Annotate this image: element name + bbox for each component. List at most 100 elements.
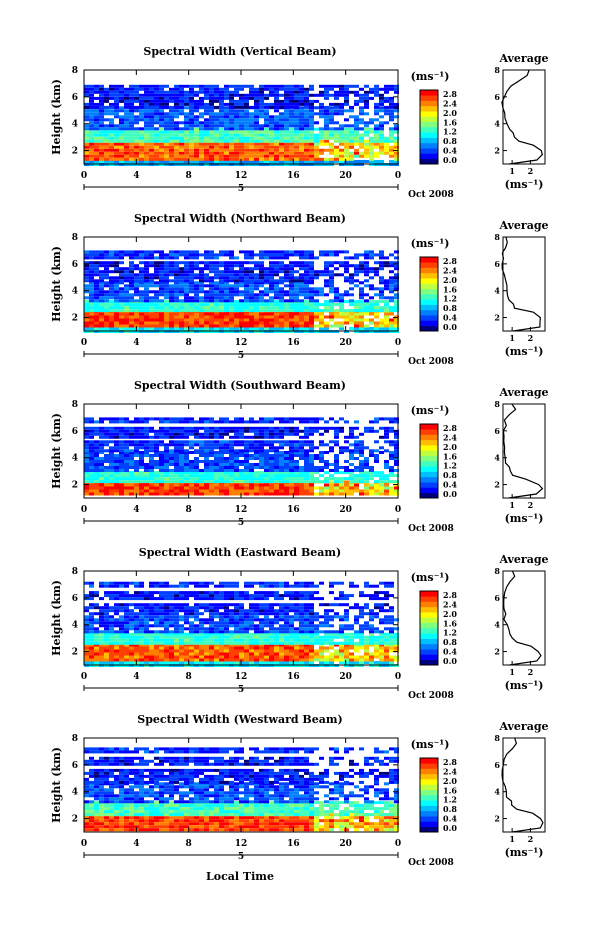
- heatmap-cell: [234, 469, 239, 472]
- heatmap-cell: [369, 477, 374, 481]
- heatmap-cell: [129, 435, 134, 439]
- heatmap-cell: [229, 267, 234, 271]
- heatmap-cell: [294, 446, 299, 450]
- heatmap-cell: [149, 284, 154, 288]
- heatmap-cell: [289, 306, 294, 310]
- heatmap-cell: [299, 469, 304, 472]
- heatmap-cell: [119, 136, 124, 140]
- heatmap-cell: [299, 102, 304, 106]
- heatmap-cell: [289, 109, 294, 113]
- heatmap-cell: [219, 471, 224, 475]
- heatmap-cell: [219, 121, 224, 125]
- heatmap-cell: [234, 451, 239, 454]
- heatmap-cell: [134, 477, 139, 481]
- heatmap-cell: [309, 477, 314, 481]
- colorbar-swatch: [420, 309, 438, 316]
- heatmap-cell: [114, 90, 119, 94]
- heatmap-cell: [394, 446, 399, 450]
- heatmap-cell: [89, 466, 94, 469]
- heatmap-cell: [154, 121, 159, 125]
- heatmap-cell: [349, 84, 354, 88]
- heatmap-cell: [119, 279, 124, 283]
- heatmap-cell: [259, 256, 264, 260]
- heatmap-cell: [134, 435, 139, 439]
- heatmap-cell: [99, 87, 104, 91]
- heatmap-cell: [234, 290, 239, 294]
- heatmap-cell: [254, 154, 259, 158]
- heatmap-cell: [334, 492, 339, 496]
- heatmap-cell: [109, 661, 114, 664]
- heatmap-cell: [234, 130, 239, 134]
- heatmap-cell: [264, 115, 269, 119]
- heatmap-cell: [389, 270, 394, 274]
- heatmap-cell: [279, 460, 284, 463]
- heatmap-cell: [354, 451, 359, 454]
- heatmap-cell: [154, 139, 159, 143]
- heatmap-cell: [234, 466, 239, 469]
- heatmap-cell: [294, 290, 299, 294]
- heatmap-cell: [264, 318, 269, 322]
- heatmap-cell: [119, 443, 124, 447]
- heatmap-cell: [159, 290, 164, 294]
- heatmap-cell: [159, 93, 164, 97]
- heatmap-cell: [234, 471, 239, 475]
- heatmap-cell: [349, 151, 354, 155]
- heatmap-cell: [184, 267, 189, 271]
- heatmap-cell: [134, 440, 139, 444]
- heatmap-cell: [249, 457, 254, 460]
- heatmap-cell: [164, 154, 169, 158]
- heatmap-cell: [164, 267, 169, 271]
- heatmap-cell: [224, 115, 229, 119]
- heatmap-cell: [274, 469, 279, 472]
- heatmap-cell: [129, 454, 134, 457]
- heatmap-cell: [369, 145, 374, 149]
- heatmap-cell: [104, 154, 109, 158]
- heatmap-cell: [264, 148, 269, 152]
- heatmap-cell: [89, 474, 94, 478]
- heatmap-cell: [244, 477, 249, 481]
- heatmap-cell: [309, 151, 314, 155]
- heatmap-cell: [394, 256, 399, 260]
- heatmap-cell: [194, 157, 199, 161]
- heatmap-cell: [334, 287, 339, 291]
- heatmap-cell: [99, 139, 104, 143]
- heatmap-cell: [334, 460, 339, 463]
- heatmap-cell: [139, 454, 144, 457]
- heatmap-cell: [259, 290, 264, 294]
- heatmap-cell: [99, 124, 104, 128]
- heatmap-cell: [84, 102, 89, 106]
- heatmap-cell: [249, 256, 254, 260]
- heatmap-cell: [179, 87, 184, 91]
- heatmap-cell: [229, 426, 234, 430]
- heatmap-cell: [169, 321, 174, 325]
- heatmap-cell: [259, 296, 264, 300]
- heatmap-cell: [184, 270, 189, 274]
- heatmap-cell: [179, 284, 184, 288]
- heatmap-cell: [224, 102, 229, 106]
- heatmap-cell: [159, 109, 164, 113]
- heatmap-cell: [269, 87, 274, 91]
- heatmap-cell: [219, 142, 224, 146]
- heatmap-cell: [314, 324, 319, 328]
- heatmap-cell: [194, 312, 199, 316]
- heatmap-cell: [159, 99, 164, 103]
- heatmap-cell: [114, 417, 119, 421]
- heatmap-cell: [264, 250, 269, 254]
- heatmap-cell: [309, 420, 314, 424]
- heatmap-cell: [244, 157, 249, 161]
- heatmap-cell: [224, 281, 229, 285]
- heatmap-cell: [349, 142, 354, 146]
- heatmap-cell: [244, 443, 249, 447]
- heatmap-cell: [384, 109, 389, 113]
- heatmap-cell: [339, 446, 344, 450]
- heatmap-cell: [89, 480, 94, 484]
- heatmap-cell: [234, 160, 239, 163]
- heatmap-cell: [159, 157, 164, 161]
- heatmap-cell: [229, 250, 234, 254]
- heatmap-cell: [209, 250, 214, 254]
- y-tick-label: 4: [72, 287, 78, 297]
- heatmap-cell: [319, 102, 324, 106]
- heatmap-cell: [229, 151, 234, 155]
- heatmap-cell: [244, 440, 249, 444]
- heatmap-cell: [274, 449, 279, 453]
